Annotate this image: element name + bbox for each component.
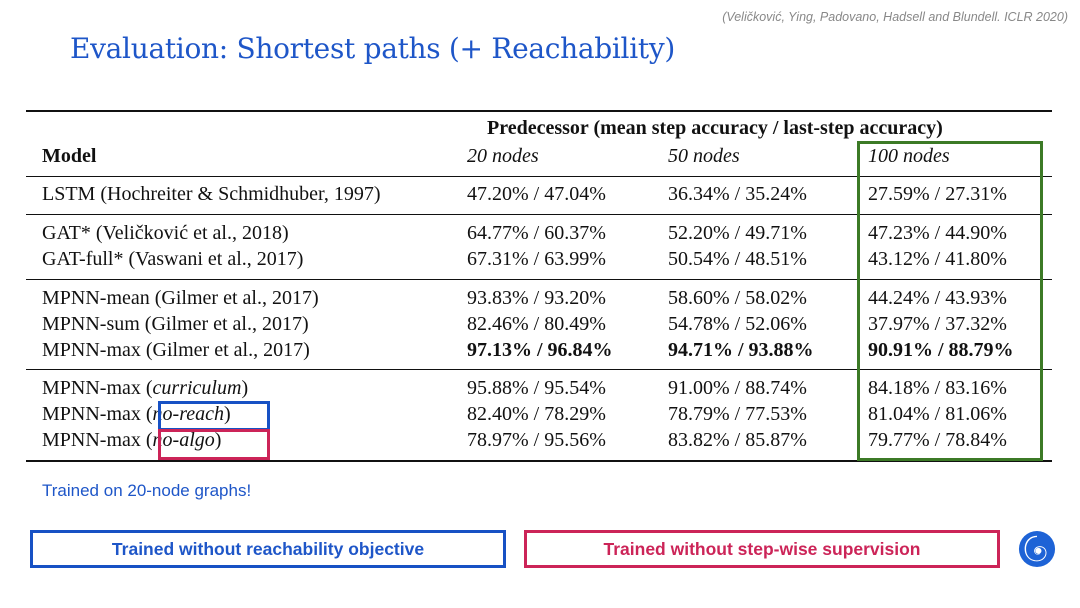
value-50-nodes: 58.60% / 58.02% [668, 287, 807, 309]
column-header-50-nodes: 50 nodes [668, 145, 740, 167]
value-100-nodes: 84.18% / 83.16% [868, 377, 1007, 399]
value-100-nodes: 47.23% / 44.90% [868, 222, 1007, 244]
model-name: MPNN-mean (Gilmer et al., 2017) [42, 287, 319, 309]
no-reach-highlight-box [158, 401, 270, 431]
value-100-nodes: 44.24% / 43.93% [868, 287, 1007, 309]
value-50-nodes: 94.71% / 93.88% [668, 339, 814, 361]
value-20-nodes: 82.40% / 78.29% [467, 403, 606, 425]
table-group-header: Predecessor (mean step accuracy / last-s… [487, 117, 943, 139]
value-100-nodes: 27.59% / 27.31% [868, 183, 1007, 205]
value-20-nodes: 78.97% / 95.56% [467, 429, 606, 451]
value-20-nodes: 97.13% / 96.84% [467, 339, 613, 361]
value-100-nodes: 37.97% / 37.32% [868, 313, 1007, 335]
table-bottom-rule [26, 460, 1052, 462]
table-group-rule [26, 214, 1052, 215]
value-100-nodes: 79.77% / 78.84% [868, 429, 1007, 451]
column-header-100-nodes: 100 nodes [868, 145, 950, 167]
model-name: MPNN-max (no-reach) [42, 403, 231, 425]
model-name: MPNN-max (no-algo) [42, 429, 222, 451]
deepmind-logo-icon [1018, 530, 1056, 568]
value-50-nodes: 78.79% / 77.53% [668, 403, 807, 425]
table-top-rule [26, 110, 1052, 112]
no-algo-highlight-box [158, 429, 270, 460]
model-name: MPNN-max (Gilmer et al., 2017) [42, 339, 310, 361]
column-header-20-nodes: 20 nodes [467, 145, 539, 167]
value-50-nodes: 91.00% / 88.74% [668, 377, 807, 399]
table-header-rule [26, 176, 1052, 177]
table-group-rule [26, 369, 1052, 370]
citation: (Veličković, Ying, Padovano, Hadsell and… [722, 10, 1068, 24]
model-name: LSTM (Hochreiter & Schmidhuber, 1997) [42, 183, 381, 205]
model-name: MPNN-max (curriculum) [42, 377, 249, 399]
value-50-nodes: 54.78% / 52.06% [668, 313, 807, 335]
slide-title: Evaluation: Shortest paths (+ Reachabili… [70, 32, 675, 65]
legend-no-reach: Trained without reachability objective [30, 530, 506, 568]
value-100-nodes: 90.91% / 88.79% [868, 339, 1014, 361]
table-group-rule [26, 279, 1052, 280]
model-name: MPNN-sum (Gilmer et al., 2017) [42, 313, 309, 335]
value-20-nodes: 64.77% / 60.37% [467, 222, 606, 244]
value-50-nodes: 52.20% / 49.71% [668, 222, 807, 244]
value-20-nodes: 95.88% / 95.54% [467, 377, 606, 399]
value-50-nodes: 50.54% / 48.51% [668, 248, 807, 270]
value-100-nodes: 81.04% / 81.06% [868, 403, 1007, 425]
value-100-nodes: 43.12% / 41.80% [868, 248, 1007, 270]
model-column-header: Model [42, 145, 97, 167]
value-20-nodes: 93.83% / 93.20% [467, 287, 606, 309]
value-20-nodes: 67.31% / 63.99% [467, 248, 606, 270]
legend-no-algo: Trained without step-wise supervision [524, 530, 1000, 568]
model-name: GAT-full* (Vaswani et al., 2017) [42, 248, 304, 270]
100-nodes-highlight-box [857, 141, 1043, 461]
value-50-nodes: 83.82% / 85.87% [668, 429, 807, 451]
model-name: GAT* (Veličković et al., 2018) [42, 222, 289, 244]
value-50-nodes: 36.34% / 35.24% [668, 183, 807, 205]
training-note: Trained on 20-node graphs! [42, 481, 252, 500]
value-20-nodes: 82.46% / 80.49% [467, 313, 606, 335]
value-20-nodes: 47.20% / 47.04% [467, 183, 606, 205]
